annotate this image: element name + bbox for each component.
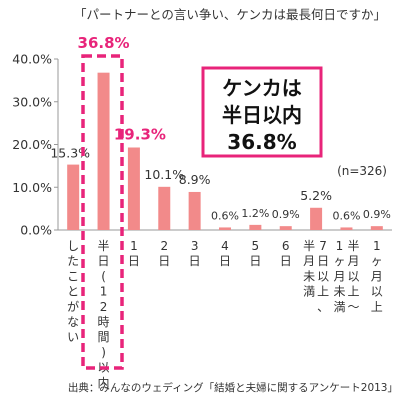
bar (97, 72, 110, 231)
x-tick-label-column: 半月未満 (303, 239, 315, 299)
x-tick-label: 1 ヶ月以上 (371, 239, 383, 314)
x-tick-label-column: 1 ヶ月以上 (371, 239, 383, 314)
x-tick-label-column: したことがない (67, 239, 79, 344)
value-label: 0.9% (363, 208, 391, 221)
bar (370, 226, 383, 230)
value-label: 19.3% (114, 125, 166, 143)
callout-box: ケンカは半日以内 36.8% (201, 66, 323, 158)
y-tick-label: 0.0% (20, 223, 52, 238)
bar (279, 226, 292, 230)
bar (249, 224, 262, 230)
value-label: 5.2% (300, 188, 332, 203)
value-label: 36.8% (78, 34, 130, 52)
value-label: 0.6% (211, 209, 239, 222)
x-tick-label: したことがない (67, 239, 79, 344)
bar (67, 164, 80, 230)
bar (158, 186, 171, 230)
x-tick-label-column: 7 日以上、 (317, 239, 329, 314)
x-tick-label: 半日(1 2 時間)以内 (98, 239, 110, 390)
sample-size: (n=326) (337, 164, 387, 178)
y-tick-label: 40.0% (12, 52, 52, 67)
chart-title: 「パートナーとの言い争い、ケンカは最長何日ですか」 (74, 7, 386, 22)
source-note: 出典：みんなのウェディング「結婚と夫婦に関するアンケート2013」 (68, 381, 398, 394)
highlight-frame (81, 54, 124, 370)
bar (340, 227, 353, 230)
x-tick-label-column: 1 ヶ月未満 (333, 239, 345, 314)
y-tick-label: 20.0% (12, 137, 52, 152)
value-label: 0.9% (272, 208, 300, 221)
x-tick-label: 7 日以上、半月未満 (303, 239, 329, 314)
bars (58, 72, 392, 231)
value-label: 10.1% (144, 167, 184, 182)
bar (127, 147, 140, 230)
value-label: 1.2% (241, 207, 269, 220)
bar (219, 227, 231, 230)
value-label: 8.9% (179, 172, 211, 187)
value-label: 15.3% (50, 146, 90, 161)
x-tick-label-column: 半日(1 2 時間)以内 (98, 239, 110, 390)
bar (188, 191, 201, 230)
x-tick-label-column: 半月以上～ (347, 239, 359, 314)
bar (310, 207, 323, 230)
y-tick-label: 10.0% (12, 180, 52, 195)
y-axis: 0.0% 10.0% 20.0% 30.0% 40.0% (12, 52, 59, 238)
value-labels: 15.3%36.8%19.3%10.1%8.9%0.6% 1.2% 0.9%5.2%… (50, 34, 390, 222)
value-label: 0.6% (332, 209, 360, 222)
y-tick-label: 30.0% (12, 94, 52, 109)
x-tick-label: 半月以上～1 ヶ月未満 (333, 239, 359, 314)
callout-text: ケンカは半日以内 36.8% (222, 76, 302, 154)
